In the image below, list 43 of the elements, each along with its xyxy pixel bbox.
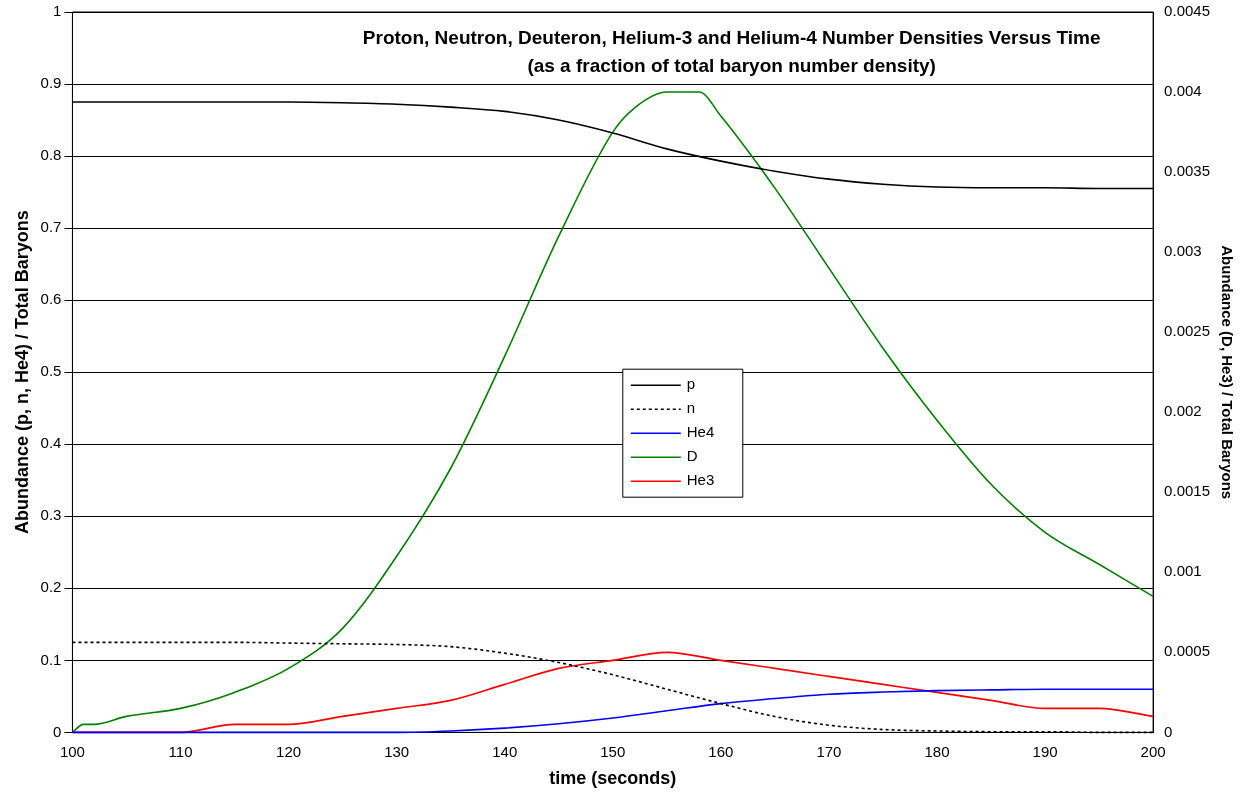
x-tick-label: 110: [168, 742, 193, 760]
x-tick-label: 170: [816, 742, 842, 760]
y-tick-label: 0.4: [40, 434, 62, 452]
y2-tick-label: 0.004: [1164, 82, 1202, 100]
y-tick-label: 0.7: [40, 218, 62, 236]
x-tick-label: 150: [600, 742, 626, 760]
x-tick-label: 200: [1140, 742, 1166, 760]
legend-label: He4: [686, 423, 715, 441]
y-tick-label: 1: [53, 2, 62, 20]
x-tick-label: 160: [708, 742, 734, 760]
y2-tick-label: 0.0045: [1164, 2, 1211, 20]
y-tick-label: 0.1: [40, 650, 62, 668]
line-series: [71, 688, 1154, 734]
y2-tick-label: 0.0005: [1164, 642, 1211, 660]
y-tick-label: 0.6: [40, 290, 62, 308]
y2-axis-title: Abundance (D, He3) / Total Baryons: [1218, 245, 1236, 500]
x-tick-label: 100: [59, 742, 85, 760]
y-axis-title: Abundance (p, n, He4) / Total Baryons: [11, 210, 32, 535]
legend-label: p: [686, 375, 696, 393]
x-axis-title: time (seconds): [549, 768, 677, 789]
y-tick-label: 0.2: [40, 578, 62, 596]
y2-tick-label: 0.002: [1164, 402, 1202, 420]
x-tick-label: 120: [276, 742, 302, 760]
y2-tick-label: 0.0015: [1164, 482, 1211, 500]
legend-label: He3: [686, 471, 715, 489]
y-tick-label: 0.3: [40, 506, 62, 524]
y2-tick-label: 0.0025: [1164, 322, 1211, 340]
x-tick-label: 190: [1032, 742, 1058, 760]
text: Proton, Neutron, Deuteron, Helium-3 and Helium-4 Number Densities Versus Time: [362, 27, 1101, 49]
x-tick-label: 130: [384, 742, 410, 760]
y2-tick-label: 0.003: [1164, 242, 1202, 260]
legend-label: D: [686, 447, 698, 465]
text: (as a fraction of total baryon number density): [527, 55, 936, 77]
y-tick-label: 0.8: [40, 146, 62, 164]
y-tick-label: 0: [53, 722, 62, 740]
x-tick-label: 180: [924, 742, 950, 760]
y-tick-label: 0.5: [40, 362, 62, 380]
y2-tick-label: 0.0035: [1164, 162, 1211, 180]
legend-label: n: [686, 399, 696, 417]
x-tick-label: 140: [492, 742, 518, 760]
y-tick-label: 0.9: [40, 74, 62, 92]
y2-tick-label: 0: [1164, 722, 1173, 740]
y2-tick-label: 0.001: [1164, 562, 1202, 580]
